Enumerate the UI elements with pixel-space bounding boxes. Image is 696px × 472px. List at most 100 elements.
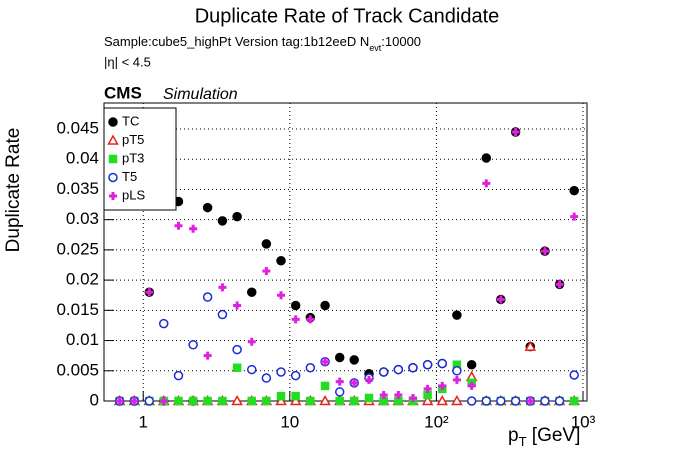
marker [277,291,286,300]
marker [526,397,535,405]
y-tick-label: 0.045 [56,118,99,137]
series [115,128,579,405]
marker [188,340,198,350]
y-tick-label: 0.03 [66,209,99,228]
marker [524,340,537,351]
marker [306,396,315,406]
series [114,127,579,406]
legend-label: pT5 [122,132,144,147]
x-tick-label: 10 [280,412,299,431]
marker [379,390,388,399]
marker [481,153,492,163]
marker [319,394,331,406]
marker [174,396,183,406]
marker [261,239,272,249]
marker [451,394,463,406]
marker [570,212,579,221]
marker [262,396,271,406]
legend-label: T5 [122,169,137,184]
marker [276,391,286,401]
marker [408,393,417,402]
marker [511,128,520,137]
marker [481,396,492,406]
marker [202,202,213,213]
marker [144,396,155,406]
marker [262,267,271,276]
marker [188,396,198,406]
marker [365,375,374,384]
marker [335,377,344,386]
marker [232,363,242,373]
marker [115,397,124,405]
x-axis-label: pT [GeV] [508,425,580,449]
subtitle-part: Sample:cube5_highPt Version tag:1b12eeD … [104,34,369,49]
marker [202,292,213,302]
y-tick-label: 0 [90,390,99,409]
marker [554,396,565,406]
marker [335,396,344,406]
experiment: CMS [104,83,142,102]
marker [555,280,564,289]
marker [291,315,300,324]
marker [306,315,315,324]
plot-frame [103,102,588,402]
marker [438,381,447,390]
marker [232,211,242,222]
series [113,340,580,406]
y-tick-label: 0.015 [56,300,99,319]
marker [569,185,579,196]
marker [158,318,169,329]
marker [436,394,449,406]
x-tick-label: 10³ [571,412,596,431]
marker [422,359,433,370]
x-tick-label: 10² [424,412,449,431]
marker [496,396,506,406]
marker [261,373,272,383]
cut-label: |η| < 4.5 [104,54,151,69]
x-tick-label: 1 [138,412,147,431]
marker [247,364,257,375]
marker [174,221,183,230]
marker [231,394,243,406]
marker [320,300,330,311]
marker [173,370,184,381]
subtitle-sub: evt [369,43,382,53]
marker [467,381,476,390]
x-label-sub: T [519,434,527,449]
marker [217,309,228,320]
marker [393,364,404,375]
marker [540,396,550,406]
marker [334,387,345,397]
marker [247,337,256,346]
marker [510,396,521,406]
marker [466,359,477,370]
marker [159,397,168,405]
marker [305,363,316,373]
legend-marker [109,192,117,200]
y-tick-label: 0.02 [66,270,99,289]
marker [233,301,242,310]
x-label-part: p [508,425,519,446]
y-tick-label: 0.01 [66,330,99,349]
legend-marker [108,117,118,127]
marker [130,397,139,405]
series [115,360,579,406]
marker [394,390,403,399]
marker [408,363,418,373]
marker [320,381,330,391]
marker [247,396,257,406]
marker [189,224,198,233]
marker [421,394,434,406]
marker [452,310,462,320]
marker [364,393,374,403]
marker [203,396,212,406]
marker [466,396,477,406]
marker [334,352,345,363]
marker [217,216,228,226]
y-tick-label: 0.005 [56,360,99,379]
marker [247,287,257,297]
legend-marker [108,154,118,164]
y-tick-label: 0.04 [66,149,99,168]
legend-label: TC [122,113,139,128]
